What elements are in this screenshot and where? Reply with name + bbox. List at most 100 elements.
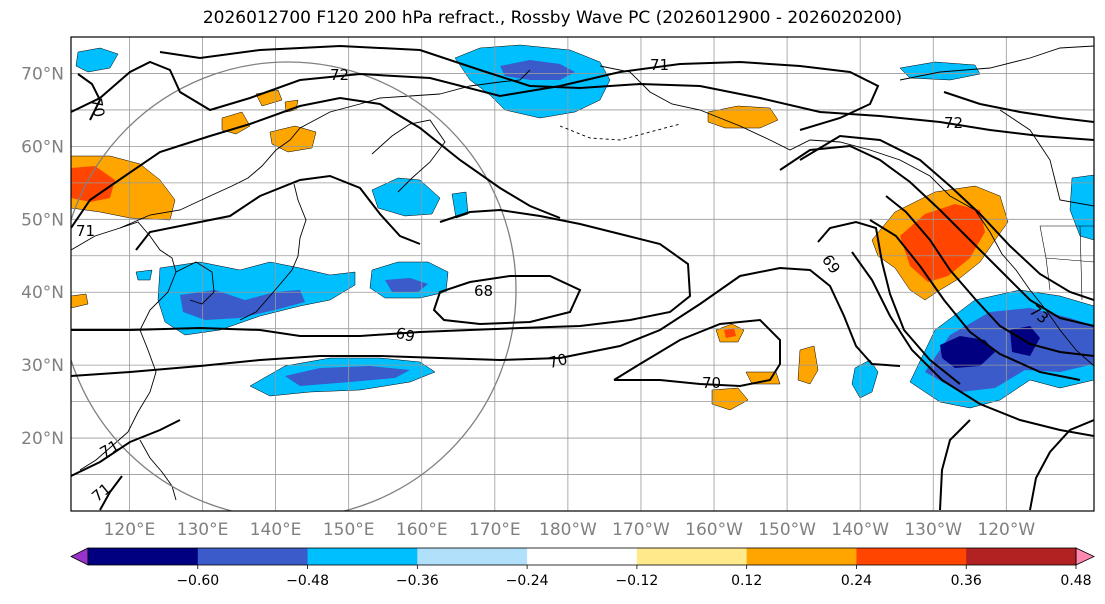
colorbar-bin bbox=[527, 548, 638, 565]
blob-neg-subtrop-core bbox=[285, 366, 410, 386]
longitude-labels: 120°E 130°E 140°E 150°E 160°E 170°E 180°W 170°W… bbox=[104, 520, 1036, 540]
latitude-label: 50°N bbox=[21, 210, 64, 230]
blob-pos-hawaii3 bbox=[745, 371, 781, 385]
latitude-label: 40°N bbox=[21, 283, 64, 303]
blob-pos-alaska-south bbox=[707, 105, 779, 129]
coast-canada-interior bbox=[999, 109, 1094, 207]
contour-72-north bbox=[159, 44, 1094, 141]
contour-70-mid bbox=[71, 266, 901, 377]
colorbar-tick-label: 0.36 bbox=[951, 573, 982, 589]
map-title: 2026012700 F120 200 hPa refract., Rossby… bbox=[202, 8, 903, 28]
longitude-label: 120°E bbox=[104, 520, 156, 540]
coast-chukotka bbox=[439, 69, 531, 95]
colorbar-tick-label: −0.12 bbox=[615, 573, 658, 589]
colorbar-tick-label: −0.36 bbox=[396, 573, 439, 589]
contour-71-south bbox=[71, 419, 181, 477]
coast-korea bbox=[175, 261, 215, 305]
colorbar-tick-label: 0.24 bbox=[841, 573, 872, 589]
contour-wave-4 bbox=[869, 219, 1081, 381]
longitude-label: 130°E bbox=[177, 520, 229, 540]
latitude-label: 30°N bbox=[21, 356, 64, 376]
graticule bbox=[71, 37, 1094, 511]
contour-label: 72 bbox=[944, 114, 963, 132]
blob-pos-hawaii1-core bbox=[724, 328, 736, 338]
colorbar-bin bbox=[746, 548, 857, 565]
contour-label: 70 bbox=[702, 374, 721, 392]
blob-pos-okhotsk3 bbox=[269, 125, 317, 153]
longitude-label: 160°E bbox=[396, 520, 448, 540]
longitude-label: 150°E bbox=[323, 520, 375, 540]
contour-70-south bbox=[613, 318, 781, 388]
contour-wave-2 bbox=[799, 134, 1094, 301]
coastlines bbox=[71, 45, 1094, 501]
coast-kamchatka bbox=[371, 119, 446, 193]
blob-neg-bering-core bbox=[500, 60, 575, 80]
map-border bbox=[70, 36, 1095, 512]
coast-arctic bbox=[899, 45, 1094, 81]
blob-neg-hawaii-w bbox=[851, 359, 879, 399]
latitude-label: 20°N bbox=[21, 429, 64, 449]
latitude-labels: 70°N 60°N 50°N 40°N 30°N 20°N bbox=[21, 64, 64, 449]
contour-east-south bbox=[939, 419, 971, 511]
blob-pos-goa-core bbox=[900, 204, 985, 282]
colorbar-bin bbox=[88, 548, 199, 565]
longitude-label: 160°W bbox=[685, 520, 743, 540]
blob-neg-west-coast bbox=[1069, 174, 1094, 241]
colorbar-tick-label: −0.24 bbox=[506, 573, 549, 589]
coast-okhotsk-north bbox=[299, 93, 441, 129]
colorbar-tick-label: 0.48 bbox=[1060, 573, 1091, 589]
refractivity-contours bbox=[71, 44, 1094, 511]
contour-wave-1 bbox=[779, 144, 1094, 327]
radius-circle bbox=[71, 61, 517, 511]
contour-label: 70 bbox=[87, 97, 108, 119]
colorbar-bin bbox=[966, 548, 1077, 565]
contour-label: 71 bbox=[76, 222, 95, 240]
blob-neg-japan-core bbox=[180, 290, 305, 320]
colorbar-tick-label: 0.12 bbox=[731, 573, 762, 589]
blob-neg-epac-core bbox=[940, 336, 995, 368]
longitude-label: 120°W bbox=[977, 520, 1035, 540]
contour-69-east bbox=[817, 220, 961, 385]
blob-pos-sc-asia bbox=[71, 293, 89, 309]
latitude-label: 60°N bbox=[21, 137, 64, 157]
coast-aleutians bbox=[559, 123, 681, 141]
longitude-label: 140°E bbox=[250, 520, 302, 540]
contour-71-southwest bbox=[99, 475, 123, 511]
contour-68 bbox=[432, 275, 582, 326]
colorbar-bin bbox=[856, 548, 967, 565]
contour-69 bbox=[71, 208, 692, 337]
colorbar-bin bbox=[417, 548, 528, 565]
blob-neg-kuril bbox=[371, 177, 441, 217]
longitude-label: 170°E bbox=[469, 520, 521, 540]
blob-neg-nw bbox=[75, 47, 119, 73]
coast-siberia-east bbox=[119, 127, 301, 229]
shaded-positive-regions bbox=[71, 89, 1009, 411]
blob-pos-okhotsk1 bbox=[221, 111, 251, 135]
colorbar: −0.60 −0.48 −0.36 −0.24 −0.12 0.12 0.24 0.36 0.4… bbox=[70, 547, 1095, 589]
colorbar-tick-label: −0.48 bbox=[286, 573, 329, 589]
colorbar-frame bbox=[87, 547, 1077, 566]
colorbar-tick-label: −0.60 bbox=[176, 573, 219, 589]
contour-label: 69 bbox=[394, 324, 417, 346]
coast-asia bbox=[71, 221, 177, 471]
coast-alaska bbox=[599, 65, 1047, 311]
contour-71-west bbox=[71, 96, 561, 229]
colorbar-bin bbox=[197, 548, 309, 565]
colorbar-bin bbox=[307, 548, 418, 565]
longitude-label: 150°W bbox=[758, 520, 816, 540]
longitude-label: 130°W bbox=[904, 520, 962, 540]
blob-neg-cpac-core bbox=[385, 278, 428, 292]
colorbar-extend-max bbox=[1075, 547, 1095, 566]
blob-neg-kuril-small bbox=[451, 191, 469, 219]
state-borders bbox=[1039, 225, 1094, 301]
contour-label: 72 bbox=[330, 66, 349, 84]
latitude-label: 70°N bbox=[21, 64, 64, 84]
longitude-label: 170°W bbox=[612, 520, 670, 540]
coast-na-west bbox=[1045, 309, 1094, 367]
contour-70-west bbox=[77, 73, 102, 121]
blob-neg-scs bbox=[135, 269, 153, 281]
contour-far-east bbox=[1029, 419, 1094, 511]
contour-wave-5 bbox=[851, 251, 1094, 437]
longitude-label: 140°W bbox=[831, 520, 889, 540]
contour-wave-6 bbox=[943, 91, 1094, 123]
